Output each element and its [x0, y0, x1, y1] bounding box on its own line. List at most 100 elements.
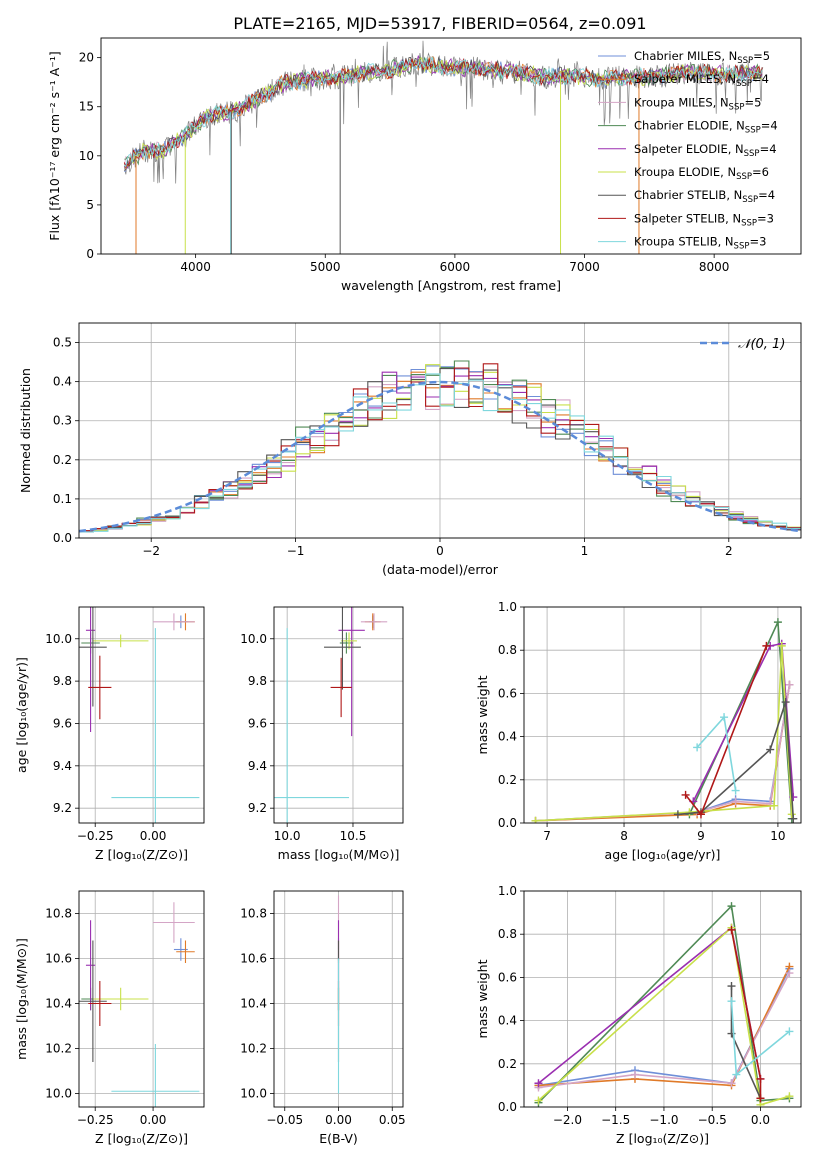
mass-weight-marker [785, 1027, 794, 1036]
y-axis-label: Normed distribution [18, 368, 33, 493]
x-tick-label: 0.05 [379, 1113, 406, 1127]
x-tick-label: −0.25 [77, 829, 114, 843]
y-tick-label: 0.0 [498, 1100, 517, 1114]
plot-area [531, 618, 798, 823]
y-tick-label: 0.3 [53, 414, 72, 428]
y-tick-label: 9.8 [248, 674, 267, 688]
gaussian-reference-line [79, 380, 801, 533]
legend-subscript: SSP [741, 218, 757, 228]
legend-entry: Salpeter MILES, NSSP=4 [634, 72, 769, 89]
x-axis-label: age [log₁₀(age/yr)] [605, 847, 721, 862]
legend-suffix: =4 [752, 72, 769, 86]
y-axis-label: mass weight [475, 675, 490, 754]
y-tick-label: 10.6 [45, 952, 72, 966]
x-tick-label: 0.00 [140, 1113, 167, 1127]
mass-weight-marker [732, 1070, 741, 1079]
legend-entry: Kroupa STELIB, NSSP=3 [634, 235, 766, 252]
residual-histogram-panel: −2 −1 0 1 2 0.0 0.1 0.2 0.3 0.4 0.5 (data-model)/er… [18, 322, 802, 577]
weight-vs-metallicity-panel: −2.0 −1.5 −1.0 −0.5 0.0 0.0 0.2 0.4 0.6 0.8 1.0 Z [… [475, 884, 802, 1146]
legend-suffix: =6 [752, 165, 769, 179]
mass-weight-marker [781, 698, 790, 707]
y-tick-label: 10 [79, 149, 94, 163]
y-tick-label: 10.4 [240, 997, 267, 1011]
mass-weight-line [688, 621, 793, 819]
mass-weight-marker [766, 745, 775, 754]
y-tick-label: 0.2 [498, 773, 517, 787]
mass-weight-marker [727, 982, 736, 991]
plot-area [123, 40, 764, 254]
plot-area [79, 360, 801, 533]
y-tick-label: 0.6 [498, 686, 517, 700]
y-tick-label: 10.4 [45, 997, 72, 1011]
y-tick-label: 0.8 [498, 643, 517, 657]
x-axis-label: mass [log₁₀(M/M⊙)] [278, 847, 400, 862]
mass-weight-marker [727, 902, 736, 911]
mass-weight-marker [756, 1074, 765, 1083]
y-tick-label: 15 [79, 100, 94, 114]
y-tick-label: 10.0 [45, 1087, 72, 1101]
legend-subscript: SSP [736, 172, 752, 182]
x-tick-label: 0 [436, 544, 444, 558]
y-tick-label: 9.4 [248, 759, 267, 773]
spectrum-legend: Chabrier MILES, NSSP=5 Salpeter MILES, NS… [598, 49, 778, 252]
x-tick-label: −1.0 [649, 1113, 678, 1127]
y-tick-label: 1.0 [498, 884, 517, 898]
mass-weight-marker [681, 790, 690, 799]
mass-weight-line [535, 645, 793, 822]
y-tick-label: 0.2 [53, 453, 72, 467]
x-tick-label: 4000 [180, 260, 211, 274]
y-tick-label: 9.2 [53, 801, 72, 815]
legend-suffix: =4 [760, 142, 777, 156]
x-tick-label: 1 [581, 544, 589, 558]
mass-weight-marker [731, 786, 740, 795]
x-tick-label: 5000 [310, 260, 341, 274]
y-axis-label: mass [log₁₀(M/M⊙)] [14, 938, 29, 1060]
mass-weight-marker [756, 1094, 765, 1103]
mass-weight-line [537, 926, 790, 1106]
mass-weight-marker [685, 808, 694, 817]
spectrum-panel: 4000 5000 6000 7000 8000 0 5 10 15 20 wavelength [… [47, 37, 802, 293]
mass-weight-line [538, 972, 791, 1089]
mass-weight-marker [773, 618, 782, 627]
x-tick-label: 10.0 [274, 829, 301, 843]
legend-suffix: =3 [749, 235, 766, 249]
x-tick-label: 10.5 [340, 829, 367, 843]
legend-entry: Chabrier ELODIE, NSSP=4 [634, 119, 778, 136]
x-tick-label: 8 [620, 829, 628, 843]
plot-area [274, 607, 388, 823]
y-tick-label: 9.2 [248, 801, 267, 815]
legend-entry: Kroupa MILES, NSSP=5 [634, 95, 761, 112]
x-tick-label: 0.0 [751, 1113, 770, 1127]
mass-weight-marker [777, 641, 786, 650]
model-spectrum-line [123, 55, 763, 169]
y-tick-label: 0.1 [53, 492, 72, 506]
mass-weight-marker [785, 1092, 794, 1101]
x-axis-label: (data-model)/error [382, 562, 499, 577]
y-tick-label: 0.0 [498, 816, 517, 830]
y-tick-label: 0.0 [53, 531, 72, 545]
model-spectrum-line [123, 57, 763, 169]
mass-weight-marker [787, 810, 796, 819]
y-tick-label: 0.4 [498, 730, 517, 744]
y-tick-label: 1.0 [498, 600, 517, 614]
x-tick-label: 6000 [440, 260, 471, 274]
plot-area [79, 902, 200, 1107]
x-axis-label: Z [log₁₀(Z/Z⊙)] [95, 1131, 188, 1146]
x-tick-label: 0.00 [140, 829, 167, 843]
mass-vs-metallicity-panel: −0.25 0.00 10.0 10.2 10.4 10.6 10.8 Z [log₁₀(Z/… [14, 890, 205, 1146]
y-tick-label: 5 [86, 198, 94, 212]
figure-title: PLATE=2165, MJD=53917, FIBERID=0564, z=0… [233, 14, 646, 33]
mass-weight-marker [693, 743, 702, 752]
axes-frame [100, 37, 802, 255]
y-tick-label: 0.5 [53, 336, 72, 350]
y-tick-label: 0.2 [498, 1057, 517, 1071]
mass-weight-line [538, 966, 791, 1087]
x-tick-label: 0.00 [325, 1113, 352, 1127]
y-tick-label: 10.8 [240, 907, 267, 921]
mass-weight-marker [630, 1070, 639, 1079]
legend-entry: Salpeter STELIB, NSSP=3 [634, 211, 774, 228]
y-tick-label: 10.2 [240, 1042, 267, 1056]
axes-frame [78, 606, 205, 824]
x-tick-label: −0.25 [77, 1113, 114, 1127]
